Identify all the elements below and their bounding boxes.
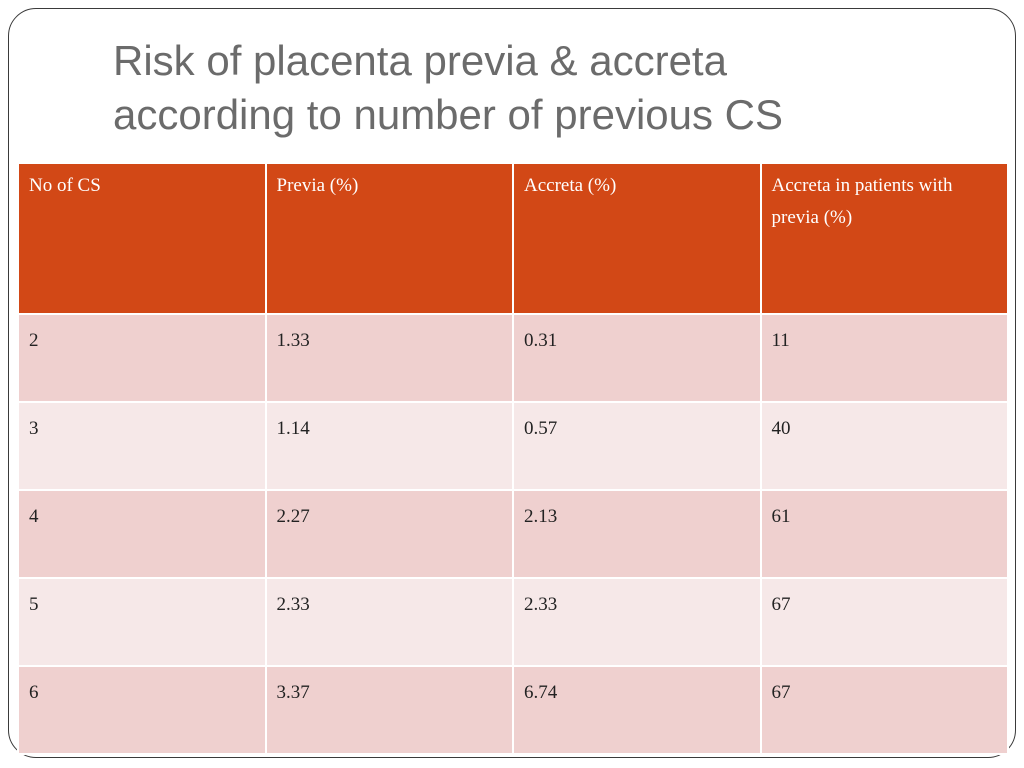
cell-accreta-with-previa: 40 — [759, 401, 1009, 491]
data-table: No of CS Previa (%) Accreta (%) Accreta … — [17, 162, 1009, 755]
cell-no-of-cs: 6 — [17, 665, 267, 755]
slide-title: Risk of placenta previa & accreta accord… — [113, 34, 993, 142]
header-previa: Previa (%) — [264, 162, 514, 315]
cell-previa: 1.33 — [264, 313, 514, 403]
cell-accreta: 0.57 — [512, 401, 762, 491]
cell-previa: 2.33 — [264, 577, 514, 667]
cell-previa: 1.14 — [264, 401, 514, 491]
table-row: 6 3.37 6.74 67 — [17, 665, 1009, 755]
cell-previa: 2.27 — [264, 489, 514, 579]
cell-accreta-with-previa: 11 — [759, 313, 1009, 403]
cell-no-of-cs: 2 — [17, 313, 267, 403]
table-row: 4 2.27 2.13 61 — [17, 489, 1009, 579]
title-line-2: according to number of previous CS — [113, 91, 784, 138]
table-row: 5 2.33 2.33 67 — [17, 577, 1009, 667]
cell-accreta-with-previa: 67 — [759, 665, 1009, 755]
cell-accreta: 0.31 — [512, 313, 762, 403]
title-line-1: Risk of placenta previa & accreta — [113, 37, 727, 84]
table-row: 3 1.14 0.57 40 — [17, 401, 1009, 491]
cell-accreta-with-previa: 61 — [759, 489, 1009, 579]
cell-accreta: 6.74 — [512, 665, 762, 755]
table-row: 2 1.33 0.31 11 — [17, 313, 1009, 403]
header-no-of-cs: No of CS — [17, 162, 267, 315]
cell-no-of-cs: 5 — [17, 577, 267, 667]
cell-no-of-cs: 3 — [17, 401, 267, 491]
cell-accreta-with-previa: 67 — [759, 577, 1009, 667]
cell-accreta: 2.33 — [512, 577, 762, 667]
cell-no-of-cs: 4 — [17, 489, 267, 579]
cell-previa: 3.37 — [264, 665, 514, 755]
header-accreta-with-previa: Accreta in patients with previa (%) — [759, 162, 1009, 315]
cell-accreta: 2.13 — [512, 489, 762, 579]
table-header-row: No of CS Previa (%) Accreta (%) Accreta … — [17, 162, 1009, 315]
header-accreta: Accreta (%) — [512, 162, 762, 315]
